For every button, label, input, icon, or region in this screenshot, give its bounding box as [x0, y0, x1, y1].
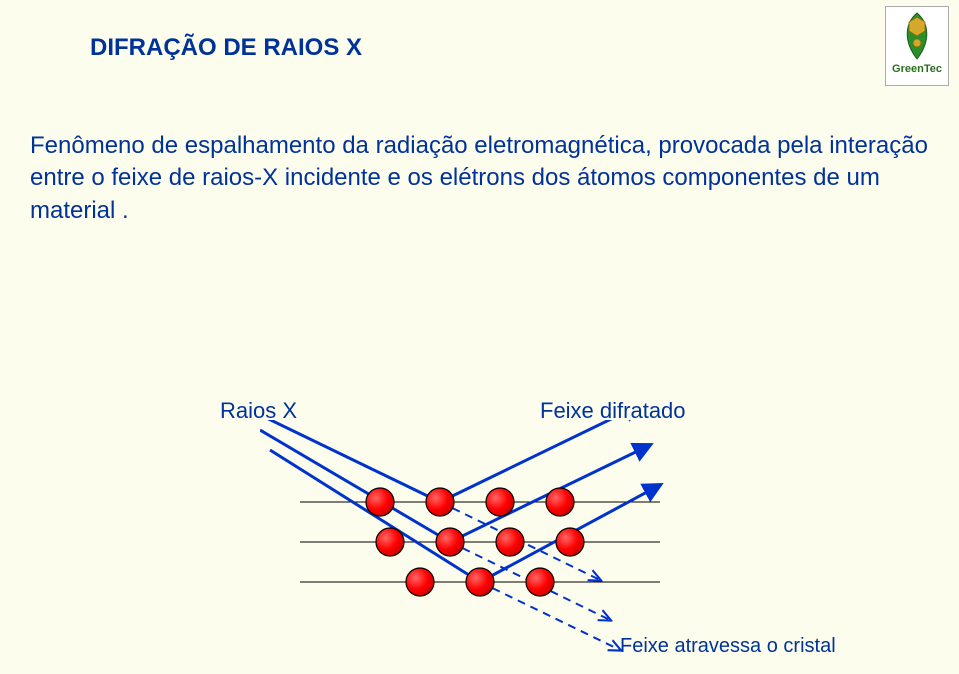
body-paragraph: Fenômeno de espalhamento da radiação ele…: [30, 130, 930, 227]
logo-text: GreenTec: [892, 63, 942, 75]
logo-graphic: [897, 11, 937, 61]
diffraction-diagram: [260, 420, 780, 674]
page-title: DIFRAÇÃO DE RAIOS X: [90, 34, 362, 62]
greentec-logo: GreenTec: [885, 6, 949, 86]
